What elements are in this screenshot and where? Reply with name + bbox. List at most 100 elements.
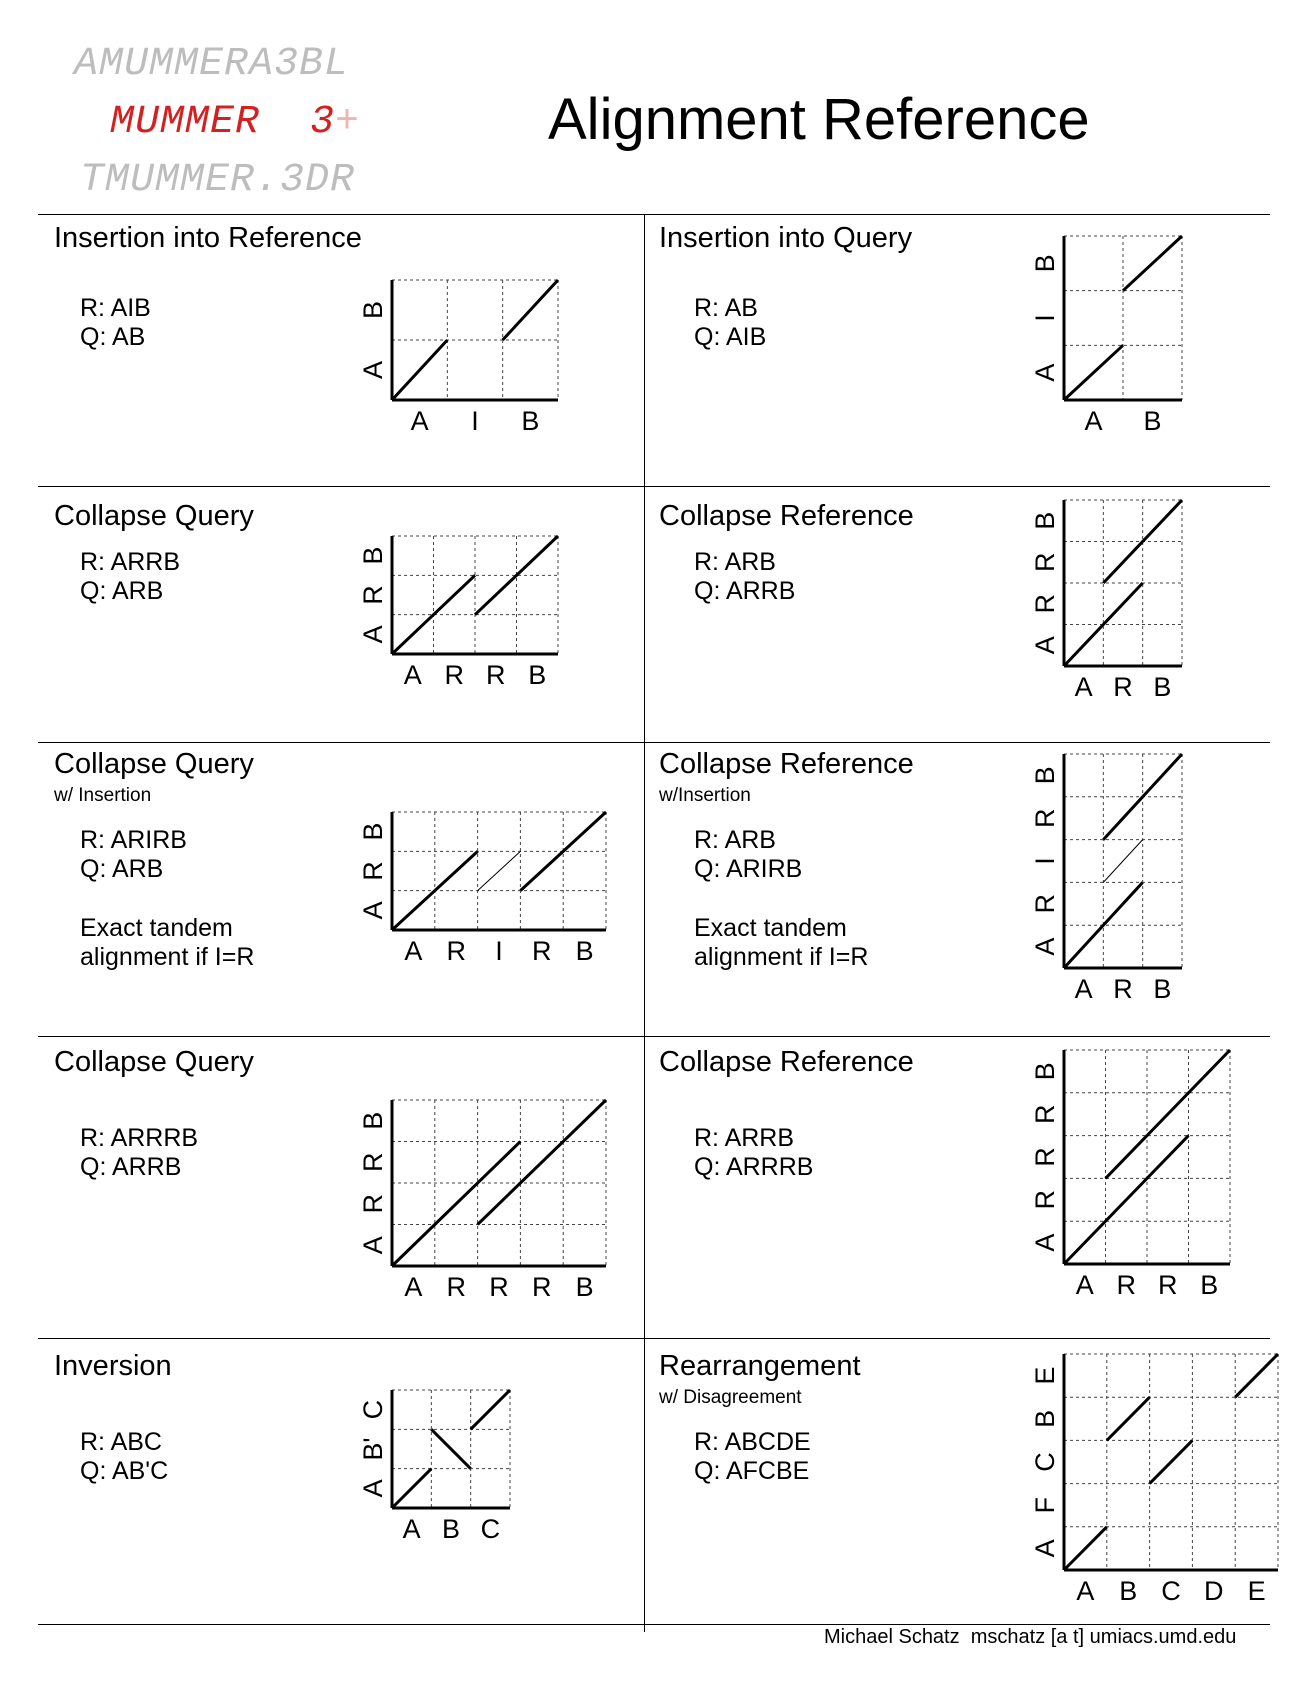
y-tick-label: R xyxy=(1030,808,1060,828)
x-tick-label: B xyxy=(442,1514,460,1544)
y-tick-label: R xyxy=(1030,1104,1060,1124)
query-sequence: Q: AFCBE xyxy=(694,1457,810,1485)
y-tick-label: R xyxy=(358,585,388,605)
y-tick-label: A xyxy=(358,1479,388,1497)
y-tick-label: R xyxy=(358,1153,388,1173)
ref-sequence: R: ARB xyxy=(694,548,776,576)
x-tick-label: A xyxy=(1076,1270,1094,1300)
cell-title: Rearrangement xyxy=(659,1350,861,1382)
y-tick-label: A xyxy=(358,625,388,643)
y-tick-label: A xyxy=(358,1236,388,1254)
x-tick-label: R xyxy=(1158,1270,1178,1300)
tandem-note-line-1: Exact tandem xyxy=(80,914,233,942)
y-tick-label: A xyxy=(1030,1234,1060,1252)
y-tick-label: B xyxy=(358,823,388,841)
x-tick-label: B xyxy=(576,1272,594,1302)
x-tick-label: B xyxy=(576,936,594,966)
x-tick-label: A xyxy=(1084,406,1102,436)
y-tick-label: A xyxy=(1030,1539,1060,1557)
ref-sequence: R: ARIRB xyxy=(80,826,187,854)
query-sequence: Q: AIB xyxy=(694,323,767,351)
y-tick-label: R xyxy=(1030,594,1060,614)
x-tick-label: C xyxy=(481,1514,501,1544)
x-tick-label: B xyxy=(1153,672,1171,702)
alignment-segment xyxy=(1062,1525,1108,1572)
y-tick-label: C xyxy=(358,1400,388,1420)
divider-row-1 xyxy=(38,486,1270,487)
y-tick-label: A xyxy=(358,361,388,379)
cell-title: Collapse Reference xyxy=(659,500,914,532)
x-tick-label: E xyxy=(1248,1576,1266,1606)
alignment-segment xyxy=(1102,752,1184,841)
y-tick-label: F xyxy=(1030,1497,1060,1514)
divider-top xyxy=(38,214,1270,215)
ref-sequence: R: ABC xyxy=(80,1428,162,1456)
alignment-segment xyxy=(501,278,560,342)
cell-subtitle: w/Insertion xyxy=(659,785,751,806)
dotplot: A B A I B xyxy=(1030,234,1184,436)
tandem-note-line-2: alignment if I=R xyxy=(80,943,255,971)
x-tick-label: B xyxy=(1200,1270,1218,1300)
x-tick-label: A xyxy=(404,660,422,690)
x-tick-label: B xyxy=(528,660,546,690)
y-tick-label: B xyxy=(1030,1062,1060,1080)
x-tick-label: A xyxy=(411,406,429,436)
x-tick-label: A xyxy=(1075,974,1093,1004)
y-tick-label: B xyxy=(1030,1410,1060,1428)
x-tick-label: R xyxy=(1113,974,1133,1004)
alignment-segment xyxy=(390,574,477,656)
alignment-segment xyxy=(390,1140,522,1268)
x-tick-label: R xyxy=(446,936,466,966)
divider-row-3 xyxy=(38,1036,1270,1037)
alignment-segment xyxy=(390,850,479,932)
cell-title: Collapse Query xyxy=(54,1046,254,1078)
alignment-segment-thin xyxy=(1102,839,1144,883)
x-tick-label: B xyxy=(1119,1576,1137,1606)
cell-title: Collapse Query xyxy=(54,748,254,780)
query-sequence: Q: ARRB xyxy=(694,577,796,605)
x-tick-label: R xyxy=(445,660,465,690)
y-tick-label: A xyxy=(358,901,388,919)
alignment-segment xyxy=(1104,1048,1232,1180)
logo-line-bottom: TMUMMER.3DR xyxy=(80,158,356,203)
x-tick-label: A xyxy=(1075,672,1093,702)
ref-sequence: R: AB xyxy=(694,294,758,322)
tandem-note-line-2: alignment if I=R xyxy=(694,943,869,971)
x-tick-label: A xyxy=(403,1514,421,1544)
divider-column xyxy=(644,214,645,1632)
x-tick-label: B xyxy=(521,406,539,436)
query-sequence: Q: AB'C xyxy=(80,1457,169,1485)
x-tick-label: A xyxy=(404,1272,422,1302)
ref-sequence: R: ARRRB xyxy=(80,1124,199,1152)
logo-plus: + xyxy=(335,100,361,145)
logo-line-top: AMUMMERA3BL xyxy=(74,42,350,87)
x-tick-label: R xyxy=(486,660,506,690)
dotplot: A B CAB'C xyxy=(358,1388,512,1544)
x-tick-label: R xyxy=(446,1272,466,1302)
ref-sequence: R: ABCDE xyxy=(694,1428,811,1456)
alignment-segment xyxy=(1062,881,1144,970)
alignment-segment xyxy=(1062,581,1144,668)
x-tick-label: A xyxy=(404,936,422,966)
query-sequence: Q: ARRB xyxy=(80,1153,182,1181)
ref-sequence: R: ARB xyxy=(694,826,776,854)
y-tick-label: R xyxy=(1030,1147,1060,1167)
ref-sequence: R: ARRB xyxy=(694,1124,795,1152)
y-tick-label: R xyxy=(358,861,388,881)
cell-title: Collapse Reference xyxy=(659,1046,914,1078)
alignment-segment xyxy=(1102,498,1184,585)
alignment-segment xyxy=(476,1098,608,1226)
cell-title: Insertion into Reference xyxy=(54,222,362,254)
query-sequence: Q: ARIRB xyxy=(694,855,803,883)
alignment-segment-thin xyxy=(477,850,521,892)
y-tick-label: R xyxy=(1030,894,1060,914)
alignment-segment xyxy=(1148,1439,1194,1485)
page-title: Alignment Reference xyxy=(548,87,1090,152)
y-tick-label: A xyxy=(1030,636,1060,654)
alignment-segment xyxy=(469,1388,512,1431)
query-sequence: Q: ARB xyxy=(80,577,164,605)
y-tick-label: R xyxy=(1030,1190,1060,1210)
logo-mummer: MUMMER 3+ xyxy=(110,100,360,145)
y-tick-label: B xyxy=(1030,512,1060,530)
